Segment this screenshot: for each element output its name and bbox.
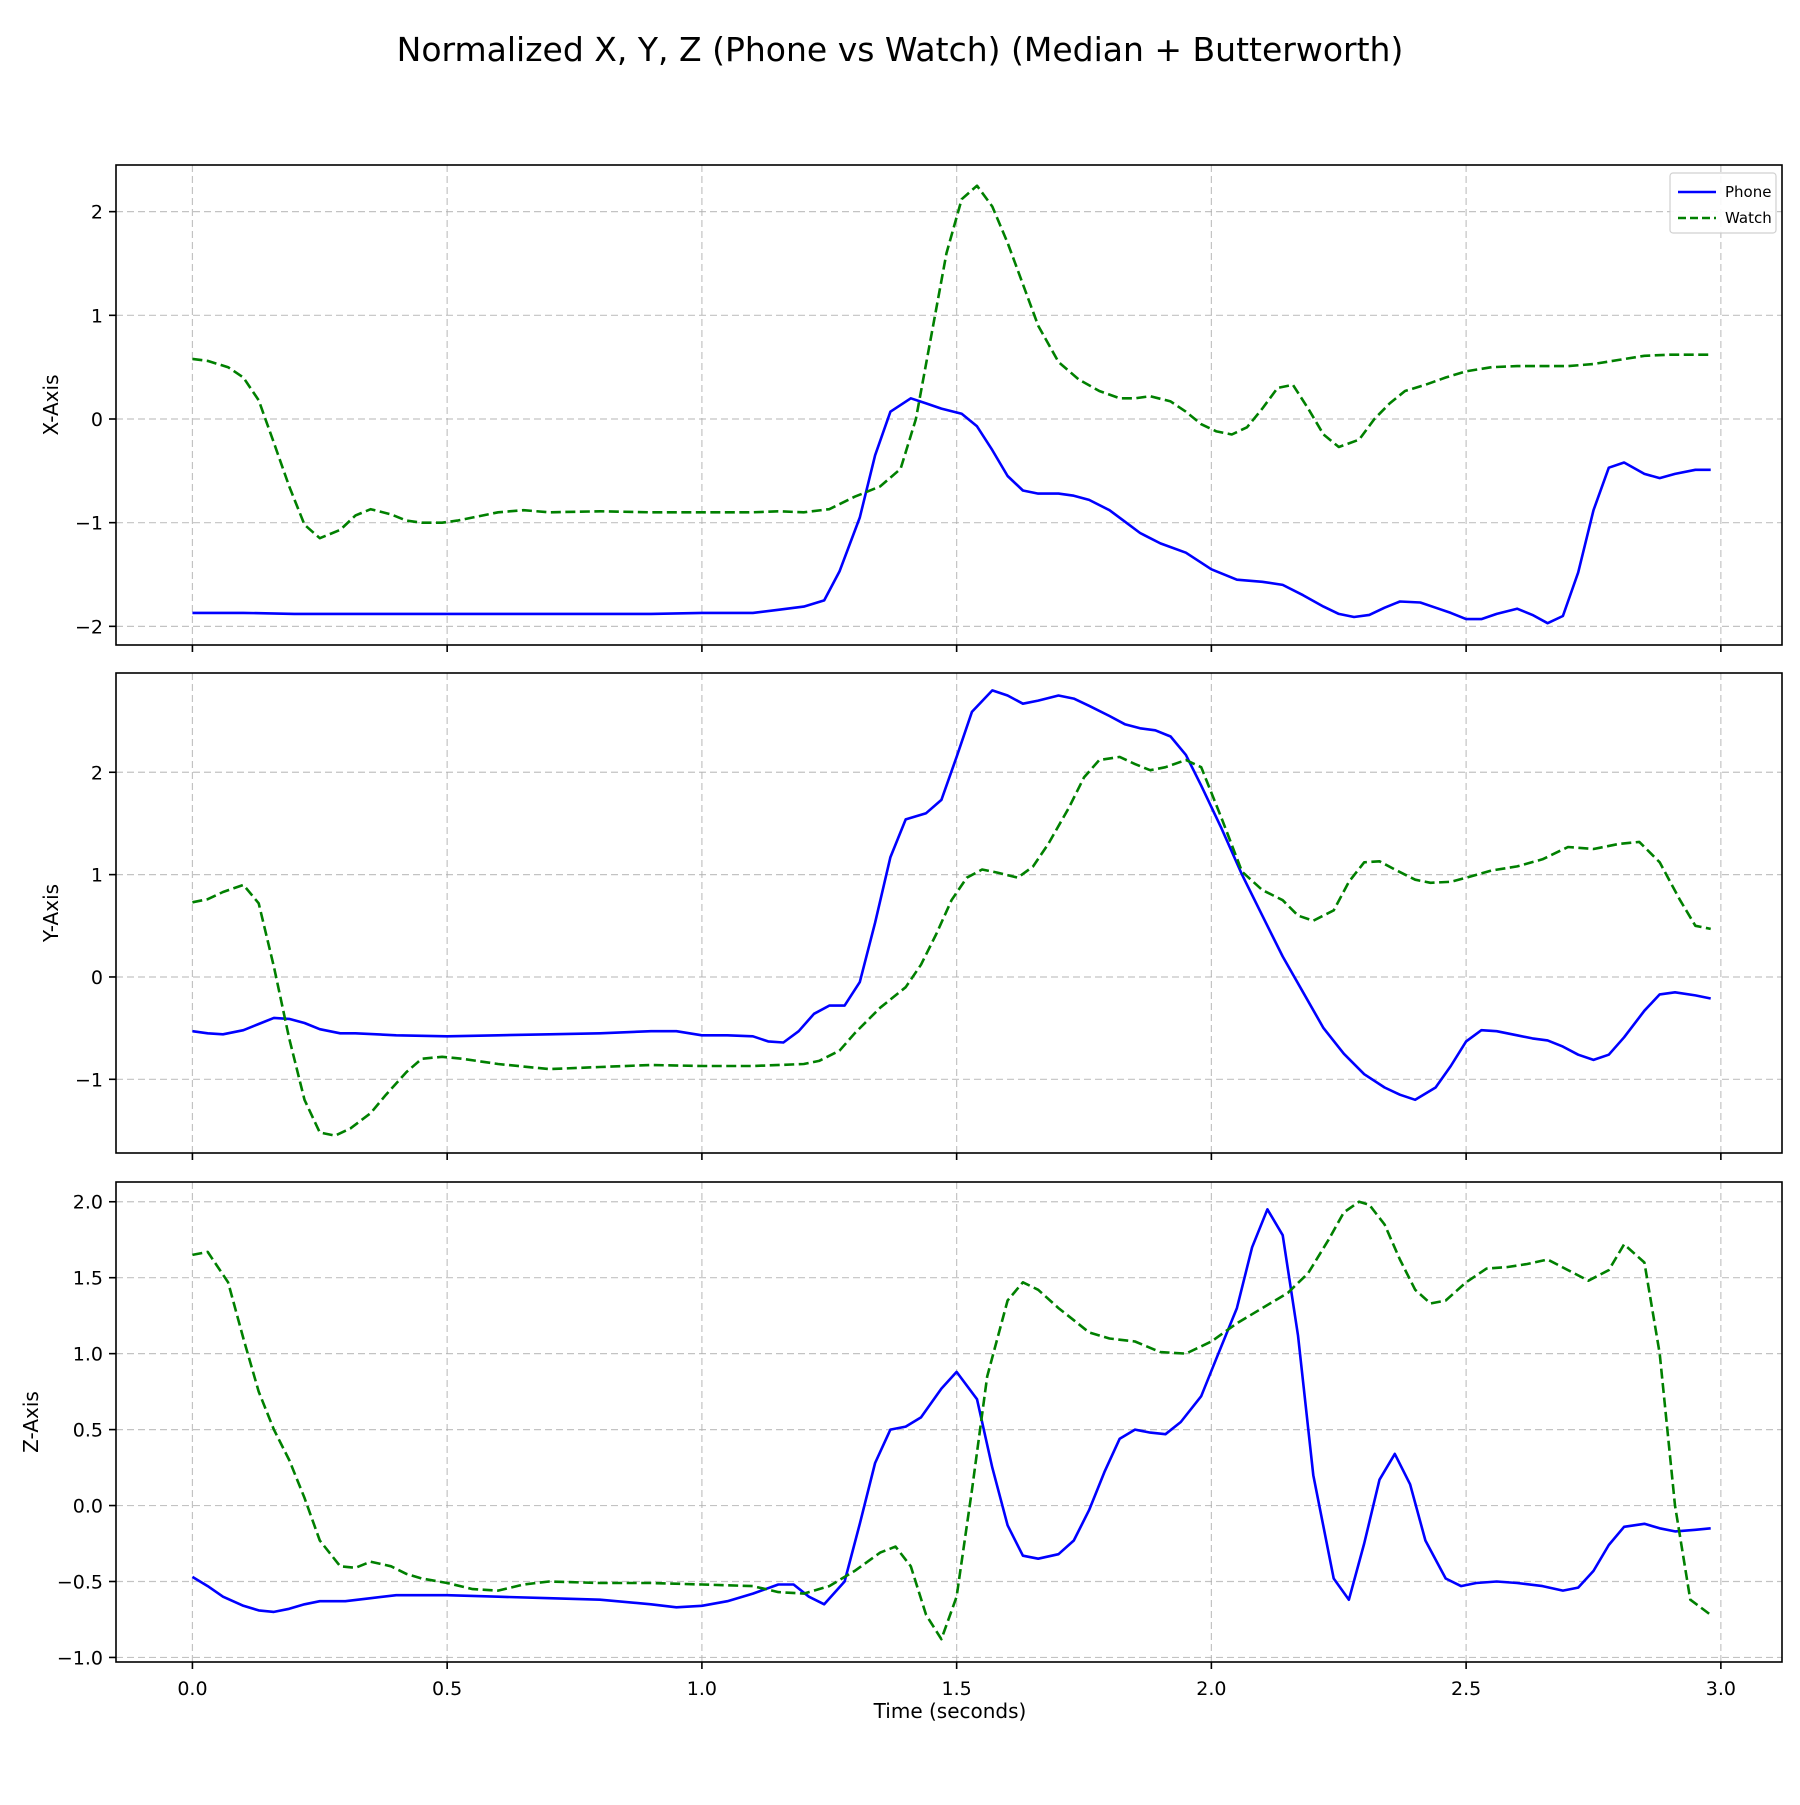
x-tick-label: 3.0 — [1706, 1678, 1736, 1700]
series-line-watch — [192, 1200, 1712, 1641]
y-tick-label: −0.5 — [57, 1571, 103, 1593]
legend-label-watch: Watch — [1725, 209, 1772, 227]
x-tick-label: 0.0 — [177, 1678, 207, 1700]
y-tick-label: 0.0 — [73, 1496, 103, 1518]
axes-frame — [115, 1181, 1783, 1663]
legend: Phone Watch — [1669, 172, 1777, 234]
y-tick-label: 0.5 — [73, 1420, 103, 1442]
subplot-x-axis: −2 −1 0 1 2 X-Axis Phone Watch — [39, 164, 1783, 652]
x-axis-label: Time (seconds) — [873, 1699, 1027, 1723]
y-tick-label: 0 — [91, 967, 103, 989]
y-tick-label: 0 — [91, 409, 103, 431]
subplot-z-axis: 0.0 0.5 1.0 1.5 2.0 2.5 3.0 −1.0 −0.5 0.0 0.5 1.0 1.… — [19, 1181, 1783, 1700]
x-tick-label: 0.5 — [432, 1678, 462, 1700]
y-axis-label: Y-Axis — [39, 884, 63, 943]
axes-frame — [115, 672, 1783, 1154]
y-tick-label: 1 — [91, 865, 103, 887]
y-tick-label: 1 — [91, 305, 103, 327]
y-tick-label: 1.5 — [73, 1268, 103, 1290]
series-line-phone — [192, 396, 1711, 625]
subplots: −2 −1 0 1 2 X-Axis Phone Watch −1 0 1 2 Y-Axis 0.0 0.5… — [19, 164, 1783, 1700]
axes-frame — [115, 164, 1783, 646]
y-axis-label: X-Axis — [39, 375, 63, 436]
y-tick-label: −1 — [75, 513, 103, 535]
y-tick-label: −1.0 — [57, 1647, 103, 1669]
y-tick-label: −1 — [75, 1069, 103, 1091]
y-tick-label: 1.0 — [73, 1344, 103, 1366]
y-tick-label: −2 — [75, 616, 103, 638]
y-tick-label: 2 — [91, 762, 103, 784]
chart-title: Normalized X, Y, Z (Phone vs Watch) (Med… — [397, 30, 1404, 69]
subplot-y-axis: −1 0 1 2 Y-Axis — [39, 672, 1783, 1160]
series-line-watch — [192, 184, 1711, 540]
y-tick-label: 2.0 — [73, 1192, 103, 1214]
x-tick-label: 1.5 — [942, 1678, 972, 1700]
y-tick-label: 2 — [91, 202, 103, 224]
legend-label-phone: Phone — [1725, 183, 1771, 201]
series-line-watch — [192, 755, 1711, 1137]
x-tick-label: 2.0 — [1196, 1678, 1226, 1700]
series-line-phone — [192, 689, 1711, 1102]
y-axis-label: Z-Axis — [19, 1391, 43, 1453]
x-tick-label: 1.0 — [687, 1678, 717, 1700]
x-tick-label: 2.5 — [1451, 1678, 1481, 1700]
series-line-phone — [191, 1208, 1711, 1614]
